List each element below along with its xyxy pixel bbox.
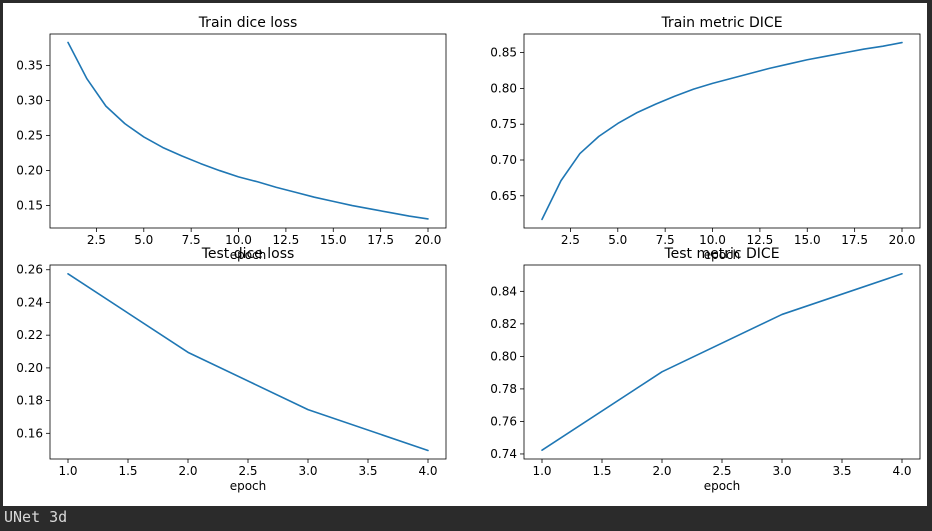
x-tick-label: 15.0 (320, 233, 347, 247)
axes-frame (49, 33, 447, 229)
x-tick-label: 1.5 (592, 464, 611, 478)
x-tick-label: 2.5 (238, 464, 257, 478)
y-tick-label: 0.78 (490, 382, 517, 396)
x-tick-label: 20.0 (889, 233, 916, 247)
x-tick-label: 1.0 (532, 464, 551, 478)
subplot-1: 2.5 5.0 7.5 10.0 12.5 15.0 17.5 20.0 0.15 0.20 0.2… (16, 15, 447, 262)
y-tick-label: 0.30 (16, 94, 43, 108)
output-caption: UNet 3d (4, 508, 68, 526)
x-tick-label: 15.0 (794, 233, 821, 247)
series-line (541, 41, 903, 221)
plots-svg: 2.5 5.0 7.5 10.0 12.5 15.0 17.5 20.0 0.15 0.20 0.2… (16, 15, 921, 493)
x-tick-label: 2.5 (87, 233, 106, 247)
y-tick-label: 0.26 (16, 263, 43, 277)
x-axis-label: epoch (704, 479, 741, 493)
y-tick-label: 0.75 (490, 117, 517, 131)
x-tick-label: 4.0 (418, 464, 437, 478)
x-tick-label: 12.5 (273, 233, 300, 247)
x-tick-label: 12.5 (747, 233, 774, 247)
y-tick-label: 0.76 (490, 414, 517, 428)
y-tick-label: 0.18 (16, 394, 43, 408)
y-tick-label: 0.84 (490, 284, 517, 298)
x-tick-label: 7.5 (656, 233, 675, 247)
series-line (541, 272, 903, 452)
axes-frame (49, 264, 447, 460)
y-tick-label: 0.80 (490, 349, 517, 363)
subplot-2: 2.5 5.0 7.5 10.0 12.5 15.0 17.5 20.0 0.65 0.70 0.7… (490, 15, 921, 262)
y-tick-label: 0.65 (490, 189, 517, 203)
y-tick-label: 0.22 (16, 328, 43, 342)
chart-title: Train dice loss (198, 15, 298, 31)
x-axis-label: epoch (230, 248, 267, 262)
x-tick-label: 3.0 (772, 464, 791, 478)
axes-frame (523, 264, 921, 460)
x-tick-label: 10.0 (699, 233, 726, 247)
x-tick-label: 3.5 (832, 464, 851, 478)
chart-title: Test metric DICE (663, 246, 779, 262)
y-tick-label: 0.16 (16, 426, 43, 440)
x-tick-label: 7.5 (182, 233, 201, 247)
x-axis-label: epoch (704, 248, 741, 262)
y-tick-label: 0.15 (16, 199, 43, 213)
chart-title: Train metric DICE (660, 15, 782, 31)
x-tick-label: 3.0 (298, 464, 317, 478)
subplot-3: 1.0 1.5 2.0 2.5 3.0 3.5 4.0 0.16 0.18 0.20 0.22 0.2… (16, 246, 447, 493)
x-tick-label: 3.5 (358, 464, 377, 478)
x-axis-label: epoch (230, 479, 267, 493)
y-tick-label: 0.74 (490, 447, 517, 461)
figure-canvas: 2.5 5.0 7.5 10.0 12.5 15.0 17.5 20.0 0.15 0.20 0.2… (3, 3, 927, 506)
series-line (67, 273, 429, 452)
x-tick-label: 4.0 (892, 464, 911, 478)
y-tick-label: 0.80 (490, 81, 517, 95)
x-tick-label: 2.5 (561, 233, 580, 247)
x-tick-label: 2.0 (178, 464, 197, 478)
x-tick-label: 10.0 (225, 233, 252, 247)
x-tick-label: 2.0 (652, 464, 671, 478)
y-tick-label: 0.20 (16, 164, 43, 178)
x-tick-label: 5.0 (608, 233, 627, 247)
x-tick-label: 17.5 (367, 233, 394, 247)
x-tick-label: 1.0 (58, 464, 77, 478)
axes-frame (523, 33, 921, 229)
y-tick-label: 0.70 (490, 153, 517, 167)
x-tick-label: 17.5 (841, 233, 868, 247)
y-tick-label: 0.85 (490, 46, 517, 60)
y-tick-label: 0.24 (16, 295, 43, 309)
x-tick-label: 20.0 (415, 233, 442, 247)
series-line (67, 41, 429, 220)
y-tick-label: 0.20 (16, 361, 43, 375)
y-tick-label: 0.25 (16, 129, 43, 143)
chart-title: Test dice loss (201, 246, 295, 262)
y-tick-label: 0.35 (16, 59, 43, 73)
subplot-4: 1.0 1.5 2.0 2.5 3.0 3.5 4.0 0.74 0.76 0.78 0.80 0.8… (490, 246, 921, 493)
x-tick-label: 5.0 (134, 233, 153, 247)
y-tick-label: 0.82 (490, 317, 517, 331)
x-tick-label: 1.5 (118, 464, 137, 478)
x-tick-label: 2.5 (712, 464, 731, 478)
